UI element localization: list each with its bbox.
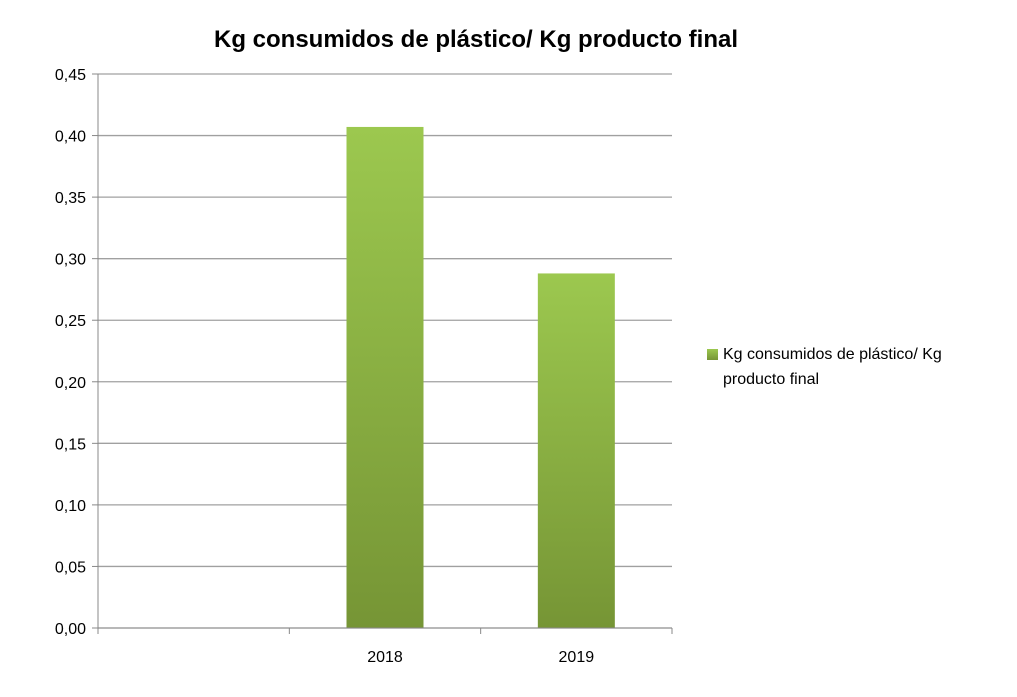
bar-2018 (346, 126, 424, 628)
y-tick-label: 0,05 (55, 559, 86, 576)
y-tick-label: 0,25 (55, 313, 86, 330)
chart-title: Kg consumidos de plástico/ Kg producto f… (214, 26, 738, 53)
y-tick-label: 0,40 (55, 129, 86, 146)
legend: Kg consumidos de plástico/ Kg producto f… (707, 346, 942, 388)
tick-labels: 0,00 0,05 0,10 0,15 0,20 0,25 0,30 0,35 0,40 0,45… (55, 67, 594, 666)
bars (346, 126, 615, 628)
y-tick-label: 0,20 (55, 375, 86, 392)
x-tick-label: 2019 (559, 649, 595, 666)
axes (92, 73, 673, 634)
y-tick-label: 0,45 (55, 67, 86, 84)
legend-label-line-2: producto final (723, 371, 819, 388)
x-tick-label: 2018 (367, 649, 403, 666)
legend-swatch (707, 349, 718, 360)
bar-2019 (537, 273, 615, 628)
legend-label-line-1: Kg consumidos de plástico/ Kg (723, 346, 942, 363)
y-tick-label: 0,30 (55, 252, 86, 269)
y-tick-label: 0,10 (55, 498, 86, 515)
y-tick-label: 0,00 (55, 621, 86, 638)
y-tick-label: 0,35 (55, 190, 86, 207)
y-tick-label: 0,15 (55, 436, 86, 453)
